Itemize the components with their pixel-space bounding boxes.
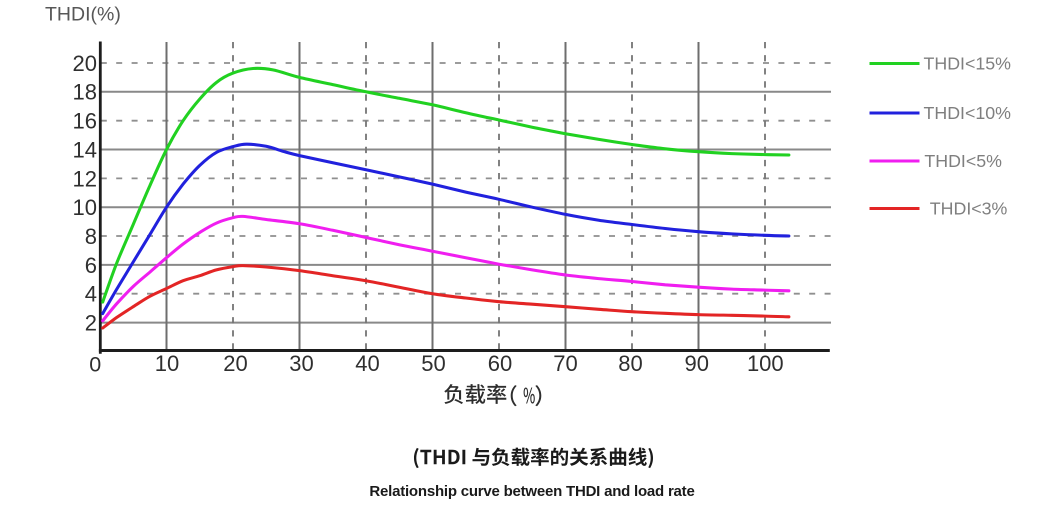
- svg-text:30: 30: [289, 351, 313, 376]
- svg-text:70: 70: [553, 351, 577, 376]
- svg-text:8: 8: [85, 224, 97, 249]
- svg-text:40: 40: [355, 351, 379, 376]
- svg-text:THDI(%): THDI(%): [45, 4, 121, 26]
- svg-text:THDI<5%: THDI<5%: [924, 151, 1002, 171]
- svg-text:12: 12: [73, 166, 97, 191]
- svg-text:14: 14: [73, 137, 97, 162]
- svg-text:THDI<10%: THDI<10%: [924, 103, 1012, 123]
- svg-text:0: 0: [89, 353, 101, 377]
- svg-text:100: 100: [747, 351, 784, 376]
- svg-text:4: 4: [85, 282, 97, 307]
- svg-text:10: 10: [73, 195, 97, 220]
- svg-text:60: 60: [488, 351, 512, 376]
- svg-text:90: 90: [684, 351, 708, 376]
- svg-text:10: 10: [155, 351, 179, 376]
- svg-text:80: 80: [618, 351, 642, 376]
- svg-text:16: 16: [73, 109, 97, 134]
- svg-text:18: 18: [73, 80, 97, 105]
- svg-text:6: 6: [85, 253, 97, 278]
- svg-text:50: 50: [421, 351, 445, 376]
- svg-text:20: 20: [73, 51, 97, 76]
- svg-text:20: 20: [223, 351, 247, 376]
- svg-text:THDI<3%: THDI<3%: [930, 199, 1008, 219]
- svg-text:THDI<15%: THDI<15%: [924, 54, 1012, 74]
- svg-text:2: 2: [85, 311, 97, 336]
